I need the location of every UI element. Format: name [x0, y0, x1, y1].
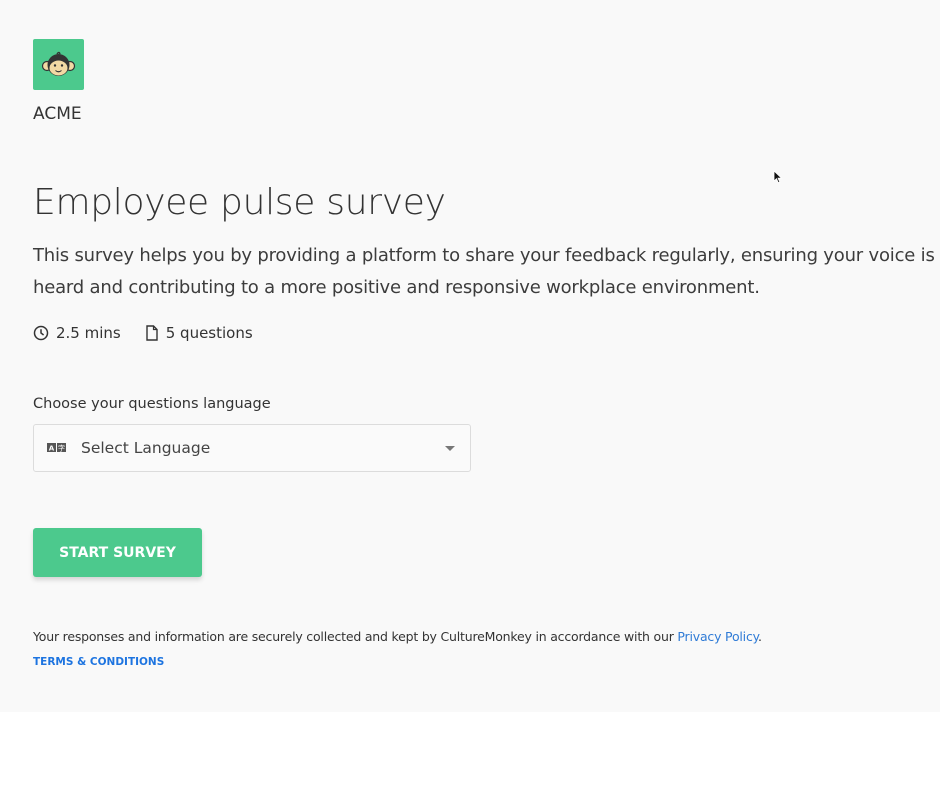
- survey-description: This survey helps you by providing a pla…: [33, 245, 935, 298]
- start-survey-button[interactable]: START SURVEY: [33, 528, 202, 577]
- svg-text:字: 字: [58, 444, 65, 453]
- terms-conditions-link[interactable]: TERMS & CONDITIONS: [33, 656, 165, 668]
- privacy-notice-text: Your responses and information are secur…: [33, 629, 678, 644]
- language-label: Choose your questions language: [33, 396, 271, 412]
- document-icon: [146, 325, 158, 341]
- questions-info: 5 questions: [145, 324, 253, 342]
- privacy-policy-link[interactable]: Privacy Policy: [677, 629, 759, 644]
- clock-icon: [33, 325, 49, 341]
- company-name: ACME: [33, 104, 82, 124]
- svg-text:A: A: [49, 445, 55, 453]
- duration-info: 2.5 mins: [33, 324, 121, 342]
- survey-meta: 2.5 mins 5 questions: [33, 324, 277, 342]
- duration-text: 2.5 mins: [56, 324, 121, 342]
- language-select-value: Select Language: [81, 439, 211, 457]
- page-title: Employee pulse survey: [33, 182, 446, 223]
- privacy-notice: Your responses and information are secur…: [33, 629, 762, 644]
- survey-landing-page: ACME Employee pulse survey This survey h…: [33, 39, 935, 668]
- privacy-notice-end: .: [758, 629, 762, 644]
- questions-text: 5 questions: [165, 324, 253, 342]
- mouse-cursor-icon: [773, 170, 783, 184]
- company-logo: [33, 39, 84, 90]
- chevron-down-icon: [445, 446, 455, 451]
- monkey-face-icon: [41, 51, 76, 76]
